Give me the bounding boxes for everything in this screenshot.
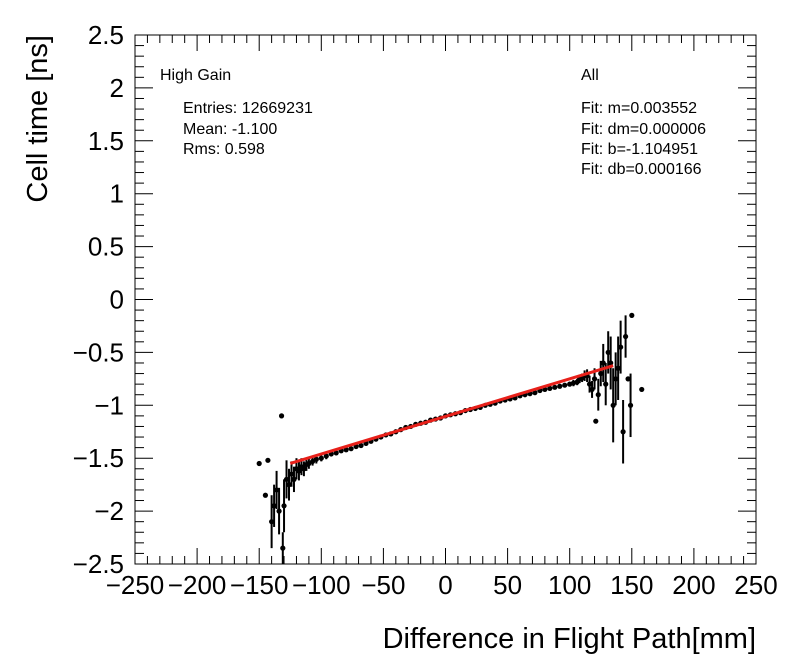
x-tick-label: 0 xyxy=(438,570,452,600)
data-point xyxy=(256,460,262,467)
data-point xyxy=(262,492,269,498)
axis-ticks xyxy=(134,34,757,565)
y-tick-labels: 2.5 2 1.5 1 0.5 0 −0.5 −1 −1.5 −2 −2.5 xyxy=(73,20,124,579)
x-tick-label: −200 xyxy=(168,570,227,600)
data-point xyxy=(557,383,563,389)
x-tick-label: 100 xyxy=(548,570,591,600)
x-tick-label: −50 xyxy=(361,570,405,600)
stats-entries: Entries: 12669231 xyxy=(183,100,313,117)
fit-m: Fit: m=0.003552 xyxy=(581,100,697,117)
data-point xyxy=(547,385,553,391)
y-tick-label: 0 xyxy=(110,285,124,315)
data-point xyxy=(288,471,295,477)
y-tick-label: −1 xyxy=(94,390,124,420)
stats-left-title: High Gain xyxy=(160,67,231,84)
data-point xyxy=(296,468,302,474)
stats-rms: Rms: 0.598 xyxy=(183,141,265,158)
fit-line xyxy=(289,364,614,465)
data-point xyxy=(618,344,624,350)
fit-b: Fit: b=-1.104951 xyxy=(581,141,698,158)
data-point xyxy=(358,442,364,449)
y-tick-label: 1 xyxy=(110,179,124,209)
data-point xyxy=(271,503,277,509)
data-point xyxy=(613,376,619,382)
data-point xyxy=(278,413,285,419)
x-axis-label: Difference in Flight Path[mm] xyxy=(383,623,756,655)
x-tick-label: 50 xyxy=(493,570,522,600)
y-tick-label: −1.5 xyxy=(73,443,124,473)
data-point xyxy=(600,360,606,366)
data-point xyxy=(276,508,282,514)
data-point xyxy=(605,349,611,355)
data-point xyxy=(595,392,601,398)
data-point xyxy=(348,446,354,452)
y-tick-label: 0.5 xyxy=(88,232,124,262)
data-point xyxy=(622,333,629,340)
data-point xyxy=(333,450,339,456)
data-point xyxy=(603,381,609,387)
y-tick-label: −2 xyxy=(94,496,124,526)
data-point xyxy=(313,456,319,462)
data-point xyxy=(615,365,621,371)
data-point xyxy=(269,519,275,525)
x-tick-labels: −250 −200 −150 −100 −50 0 50 100 150 200 250 xyxy=(106,570,778,600)
fit-dm: Fit: dm=0.000006 xyxy=(581,121,706,138)
data-point xyxy=(591,376,598,382)
data-point xyxy=(286,482,292,488)
data-point xyxy=(629,312,635,318)
data-point xyxy=(301,466,307,472)
x-tick-label: −150 xyxy=(230,570,289,600)
y-axis-label: Cell time [ns] xyxy=(22,35,54,203)
data-point xyxy=(627,402,634,408)
fit-db: Fit: db=0.000166 xyxy=(581,161,702,178)
y-tick-label: 2 xyxy=(110,73,124,103)
data-point xyxy=(593,418,599,424)
data-point xyxy=(589,386,595,393)
data-point xyxy=(620,429,626,435)
data-point xyxy=(608,360,614,366)
data-point xyxy=(639,386,645,393)
stats-mean: Mean: -1.100 xyxy=(183,121,277,138)
y-tick-label: −0.5 xyxy=(73,337,124,367)
x-tick-label: 200 xyxy=(672,570,715,600)
data-point xyxy=(273,487,280,493)
data-point xyxy=(281,503,287,509)
data-point xyxy=(343,447,349,453)
data-point xyxy=(283,476,290,482)
x-tick-label: −250 xyxy=(106,570,165,600)
x-tick-label: 150 xyxy=(610,570,653,600)
x-tick-label: 250 xyxy=(734,570,777,600)
data-point xyxy=(586,381,593,387)
data-point xyxy=(598,370,604,377)
y-tick-label: −2.5 xyxy=(73,549,124,579)
data-point xyxy=(610,402,616,408)
stats-right-title: All xyxy=(581,67,599,84)
data-points xyxy=(256,312,645,551)
x-tick-label: −100 xyxy=(292,570,351,600)
data-point xyxy=(323,453,329,459)
data-point xyxy=(562,382,568,388)
data-point xyxy=(280,545,286,551)
data-point xyxy=(552,384,558,390)
error-bars xyxy=(270,315,632,564)
data-point xyxy=(625,376,631,382)
y-tick-label: 2.5 xyxy=(88,20,124,50)
data-point xyxy=(291,476,297,482)
data-point xyxy=(265,457,271,463)
data-point xyxy=(318,455,324,461)
y-tick-label: 1.5 xyxy=(88,126,124,156)
